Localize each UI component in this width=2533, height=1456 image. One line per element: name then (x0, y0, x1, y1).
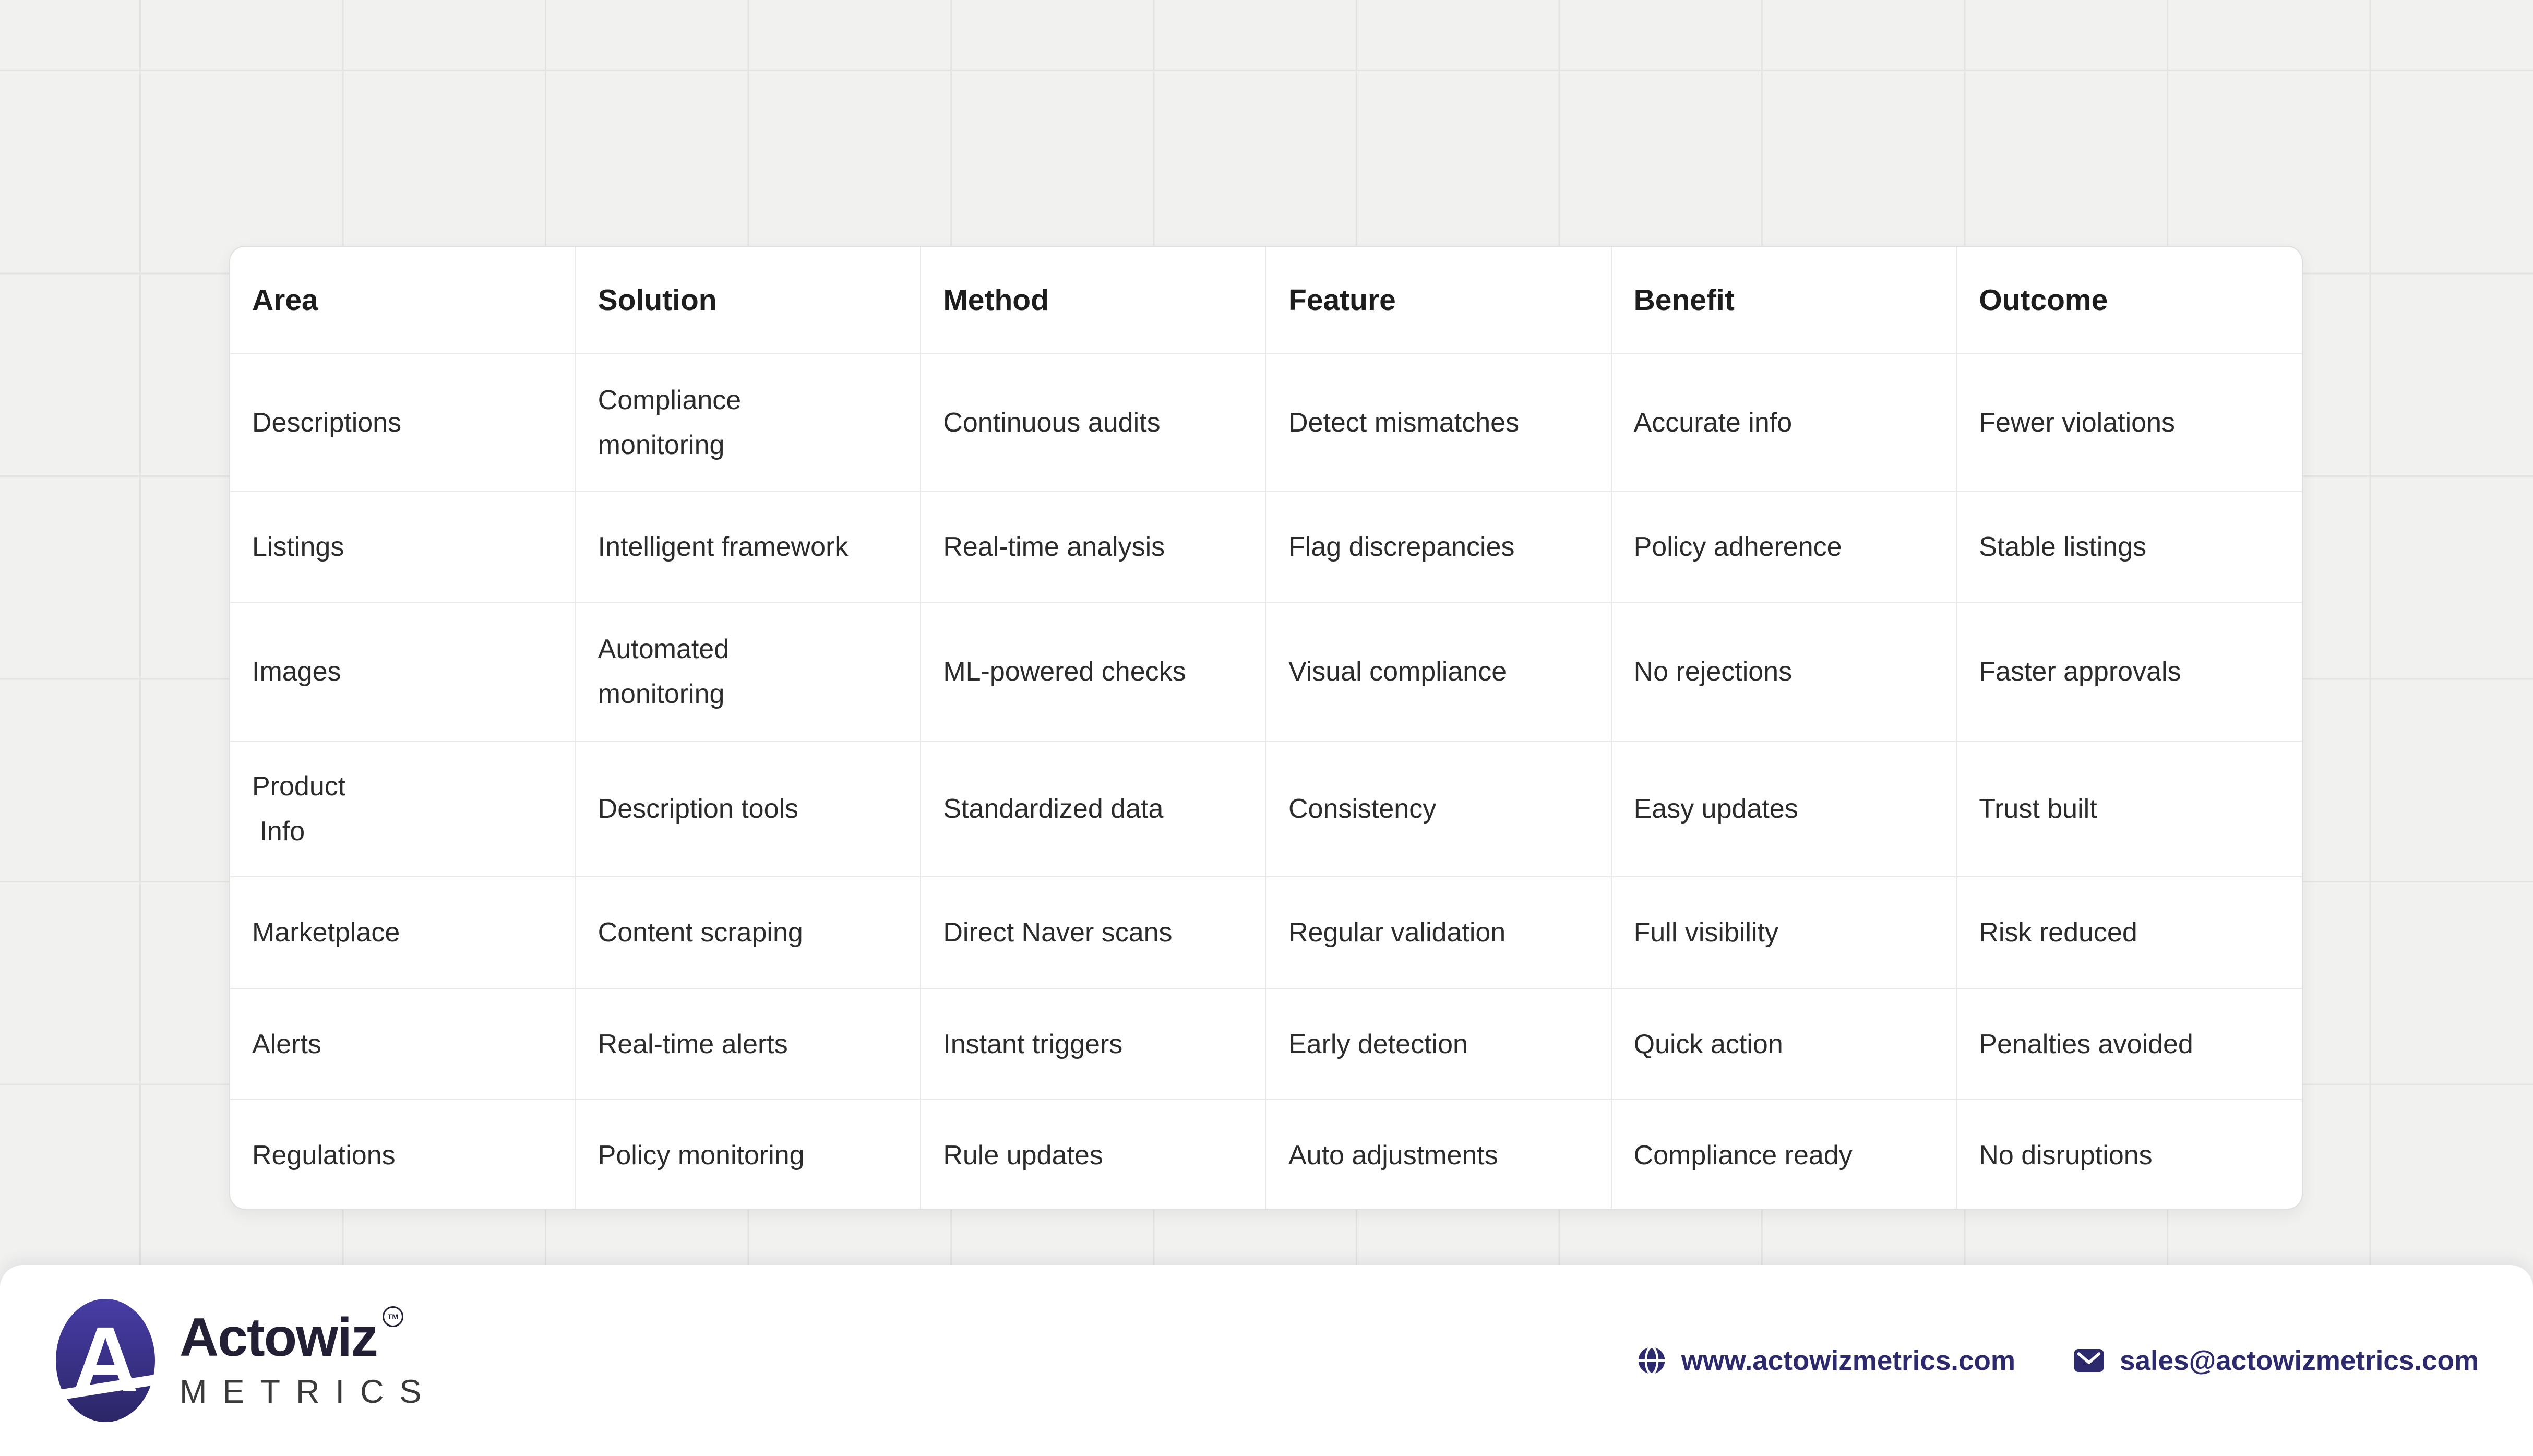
table-cell: Accurate info (1610, 353, 1957, 492)
compliance-table: Area Solution Method Feature Benefit Outcome … (230, 247, 2302, 1209)
table-cell: Policy monitoring (575, 1099, 921, 1209)
table-cell: Full visibility (1610, 876, 1957, 988)
table-cell: Images (230, 602, 576, 741)
table-cell: Alerts (230, 988, 576, 1100)
brand-text: Actowiz TM METRICS (180, 1306, 437, 1411)
table-cell: ML-powered checks (920, 602, 1266, 741)
column-header-method: Method (920, 247, 1266, 354)
table-cell: Content scraping (575, 876, 921, 988)
column-header-outcome: Outcome (1956, 247, 2302, 354)
actowiz-logo-icon: A (54, 1299, 157, 1422)
table-cell: Stable listings (1956, 491, 2302, 602)
footer-bar: A Actowiz TM METRICS www.actowizmetrics.… (0, 1265, 2533, 1456)
table-cell: Rule updates (920, 1099, 1266, 1209)
table-row: Alerts Real-time alerts Instant triggers Ea… (230, 988, 2302, 1100)
brand-name: Actowiz (180, 1307, 378, 1368)
mail-icon (2074, 1349, 2104, 1372)
column-header-benefit: Benefit (1610, 247, 1957, 354)
table-cell: Real-time analysis (920, 491, 1266, 602)
table-cell: Descriptions (230, 353, 576, 492)
table-cell: Early detection (1265, 988, 1611, 1100)
table-cell: Fewer violations (1956, 353, 2302, 492)
table-cell: Risk reduced (1956, 876, 2302, 988)
table-cell: Compliance monitoring (575, 353, 921, 492)
table-cell: Continuous audits (920, 353, 1266, 492)
email-text: sales@actowizmetrics.com (2120, 1345, 2479, 1376)
website-link[interactable]: www.actowizmetrics.com (1636, 1345, 2015, 1377)
table-cell: No rejections (1610, 602, 1957, 741)
logo-monogram: A (72, 1308, 138, 1411)
table-row: Regulations Policy monitoring Rule updates… (230, 1099, 2302, 1209)
table-header-row: Area Solution Method Feature Benefit Outcome (230, 247, 2302, 354)
table-row: Product Info Description tools Standardize… (230, 741, 2302, 877)
website-text: www.actowizmetrics.com (1681, 1345, 2015, 1376)
trademark-badge: TM (382, 1306, 403, 1327)
table-cell: Product Info (230, 741, 576, 877)
table-cell: Direct Naver scans (920, 876, 1266, 988)
table-cell: Detect mismatches (1265, 353, 1611, 492)
column-header-feature: Feature (1265, 247, 1611, 354)
table-cell: Faster approvals (1956, 602, 2302, 741)
table-cell: No disruptions (1956, 1099, 2302, 1209)
table-cell: Real-time alerts (575, 988, 921, 1100)
email-link[interactable]: sales@actowizmetrics.com (2073, 1345, 2479, 1377)
table-cell: Listings (230, 491, 576, 602)
table-cell: Quick action (1610, 988, 1957, 1100)
table-cell: Instant triggers (920, 988, 1266, 1100)
table-cell: Marketplace (230, 876, 576, 988)
table-row: Descriptions Compliance monitoring Continu… (230, 353, 2302, 492)
table-cell: Regulations (230, 1099, 576, 1209)
table-cell: Compliance ready (1610, 1099, 1957, 1209)
table-cell: Automated monitoring (575, 602, 921, 741)
brand-logo: A Actowiz TM METRICS (54, 1297, 437, 1424)
table-cell: Penalties avoided (1956, 988, 2302, 1100)
table-cell: Visual compliance (1265, 602, 1611, 741)
table-cell: Easy updates (1610, 741, 1957, 877)
table-row: Marketplace Content scraping Direct Naver … (230, 876, 2302, 988)
column-header-area: Area (252, 283, 318, 317)
table-cell: Description tools (575, 741, 921, 877)
table-cell: Trust built (1956, 741, 2302, 877)
compliance-table-card: Area Solution Method Feature Benefit Outcome … (229, 246, 2303, 1210)
table-body: Descriptions Compliance monitoring Continu… (230, 353, 2302, 1209)
table-cell: Intelligent framework (575, 491, 921, 602)
table-cell: Flag discrepancies (1265, 491, 1611, 602)
globe-icon (1638, 1346, 1666, 1375)
column-header-solution: Solution (575, 247, 921, 354)
table-cell: Regular validation (1265, 876, 1611, 988)
table-row: Listings Intelligent framework Real-time a… (230, 491, 2302, 602)
table-cell: Policy adherence (1610, 491, 1957, 602)
brand-subtitle: METRICS (180, 1374, 437, 1410)
table-cell: Consistency (1265, 741, 1611, 877)
table-cell: Standardized data (920, 741, 1266, 877)
table-cell: Auto adjustments (1265, 1099, 1611, 1209)
footer-contacts: www.actowizmetrics.com sales@actowizmetr… (1636, 1345, 2479, 1377)
table-row: Images Automated monitoring ML-powered che… (230, 602, 2302, 741)
